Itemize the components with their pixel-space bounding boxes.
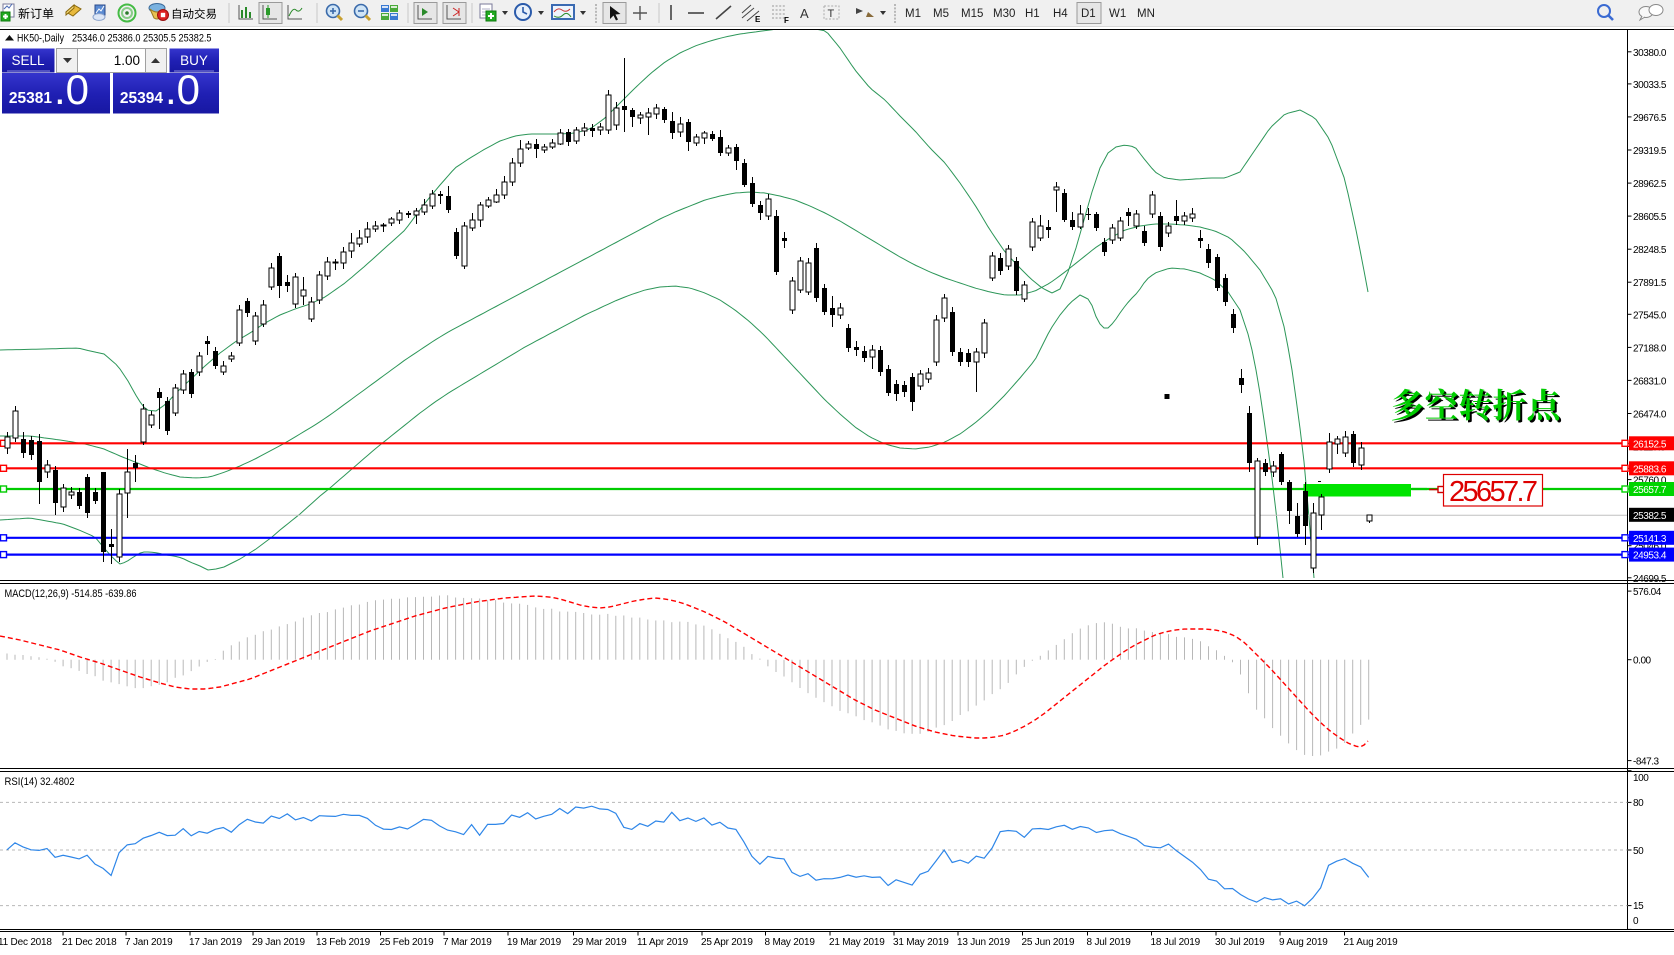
svg-text:25141.3: 25141.3: [1633, 534, 1667, 545]
svg-text:MACD(12,26,9) -514.85 -639.86: MACD(12,26,9) -514.85 -639.86: [5, 588, 137, 600]
svg-text:MN: MN: [1137, 8, 1155, 20]
svg-text:RSI(14) 32.4802: RSI(14) 32.4802: [5, 776, 75, 788]
svg-text:.0: .0: [54, 66, 89, 113]
svg-text:28248.5: 28248.5: [1633, 245, 1667, 256]
svg-text:576.04: 576.04: [1633, 587, 1662, 598]
svg-text:11 Dec 2018: 11 Dec 2018: [0, 937, 52, 948]
svg-text:13 Jun 2019: 13 Jun 2019: [957, 937, 1010, 948]
svg-text:29 Mar 2019: 29 Mar 2019: [573, 937, 628, 948]
svg-text:SELL: SELL: [11, 53, 45, 68]
svg-text:D1: D1: [1081, 8, 1096, 20]
svg-text:30033.5: 30033.5: [1633, 80, 1667, 91]
svg-text:29 Jan 2019: 29 Jan 2019: [252, 937, 305, 948]
svg-text:T: T: [828, 8, 835, 20]
svg-text:BUY: BUY: [180, 53, 208, 68]
svg-text:24699.5: 24699.5: [1633, 574, 1667, 585]
svg-text:26474.0: 26474.0: [1633, 410, 1667, 421]
svg-text:F: F: [784, 16, 789, 25]
svg-text:24953.4: 24953.4: [1633, 551, 1667, 562]
svg-text:M1: M1: [905, 8, 921, 20]
svg-text:0.00: 0.00: [1633, 656, 1652, 667]
svg-text:18 Jul 2019: 18 Jul 2019: [1151, 937, 1201, 948]
svg-text:25381: 25381: [9, 90, 52, 107]
svg-text:25657.7: 25657.7: [1633, 485, 1667, 496]
svg-text:25346.0 25386.0 25305.5 25382.: 25346.0 25386.0 25305.5 25382.5: [72, 33, 212, 45]
svg-text:25394: 25394: [120, 90, 163, 107]
svg-text:80: 80: [1633, 798, 1644, 809]
svg-text:H4: H4: [1053, 8, 1068, 20]
svg-text:30 Jul 2019: 30 Jul 2019: [1215, 937, 1265, 948]
svg-text:13 Feb 2019: 13 Feb 2019: [316, 937, 371, 948]
svg-text:26152.5: 26152.5: [1633, 439, 1667, 450]
svg-text:31 May 2019: 31 May 2019: [893, 937, 949, 948]
svg-text:19 Mar 2019: 19 Mar 2019: [507, 937, 562, 948]
svg-text:HK50-,Daily: HK50-,Daily: [17, 33, 64, 45]
svg-text:21 Aug 2019: 21 Aug 2019: [1344, 937, 1399, 948]
svg-text:0: 0: [1633, 916, 1639, 927]
svg-text:25760.0: 25760.0: [1633, 476, 1667, 487]
svg-text:8 Jul 2019: 8 Jul 2019: [1087, 937, 1132, 948]
svg-text:11 Apr 2019: 11 Apr 2019: [637, 937, 689, 948]
svg-text:100: 100: [1633, 773, 1649, 784]
svg-text:27188.0: 27188.0: [1633, 343, 1667, 354]
svg-text:E: E: [755, 15, 761, 24]
svg-text:25 Jun 2019: 25 Jun 2019: [1022, 937, 1075, 948]
svg-text:7 Mar 2019: 7 Mar 2019: [443, 937, 492, 948]
svg-text:27545.0: 27545.0: [1633, 310, 1667, 321]
svg-text:25 Apr 2019: 25 Apr 2019: [701, 937, 753, 948]
svg-text:15: 15: [1633, 901, 1644, 912]
svg-text:M30: M30: [993, 8, 1015, 20]
svg-text:21 Dec 2018: 21 Dec 2018: [62, 937, 117, 948]
svg-text:M5: M5: [933, 8, 949, 20]
svg-text:17 Jan 2019: 17 Jan 2019: [189, 937, 242, 948]
svg-text:29319.5: 29319.5: [1633, 146, 1667, 157]
svg-text:25657.7: 25657.7: [1449, 476, 1538, 508]
svg-text:25883.6: 25883.6: [1633, 464, 1667, 475]
svg-text:25382.5: 25382.5: [1633, 511, 1667, 522]
svg-text:9 Aug 2019: 9 Aug 2019: [1279, 937, 1328, 948]
svg-text:1.00: 1.00: [114, 53, 140, 68]
svg-text:W1: W1: [1109, 8, 1126, 20]
svg-text:21 May 2019: 21 May 2019: [829, 937, 885, 948]
svg-text:H1: H1: [1025, 8, 1040, 20]
svg-text:M15: M15: [961, 8, 983, 20]
svg-text:50: 50: [1633, 846, 1644, 857]
svg-text:.0: .0: [165, 66, 200, 113]
svg-text:27891.5: 27891.5: [1633, 278, 1667, 289]
svg-text:A: A: [800, 6, 809, 21]
svg-text:28605.5: 28605.5: [1633, 212, 1667, 223]
svg-text:30380.0: 30380.0: [1633, 48, 1667, 59]
svg-text:26831.0: 26831.0: [1633, 376, 1667, 387]
svg-text:28962.5: 28962.5: [1633, 179, 1667, 190]
svg-text:25046.0: 25046.0: [1633, 542, 1667, 553]
svg-text:7 Jan 2019: 7 Jan 2019: [125, 937, 173, 948]
svg-text:29676.5: 29676.5: [1633, 113, 1667, 124]
svg-text:8 May 2019: 8 May 2019: [765, 937, 816, 948]
svg-text:-847.3: -847.3: [1633, 757, 1660, 768]
svg-text:25 Feb 2019: 25 Feb 2019: [380, 937, 435, 948]
